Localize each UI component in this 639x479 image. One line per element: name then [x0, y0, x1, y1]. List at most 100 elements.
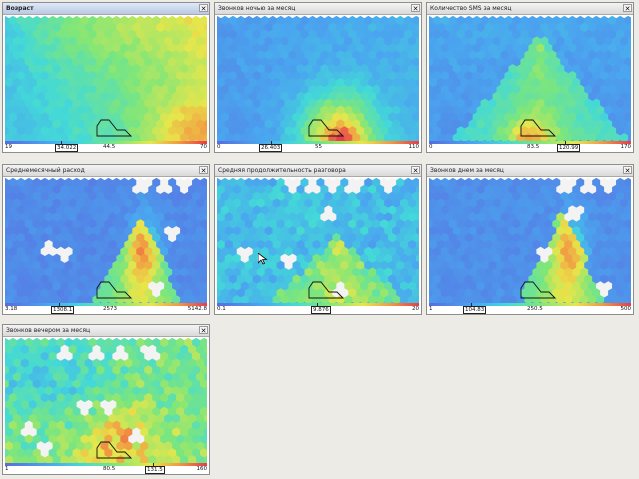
som-cell	[136, 71, 145, 81]
close-icon[interactable]: ✕	[199, 326, 208, 335]
som-cell	[188, 36, 197, 47]
som-cell	[572, 267, 581, 278]
panel-title[interactable]: Количество SMS за месяц	[427, 3, 633, 15]
som-cell	[352, 64, 361, 74]
heatmap-monthly-spend[interactable]	[5, 178, 207, 306]
som-cell	[572, 212, 581, 222]
som-cell	[140, 119, 149, 129]
som-cell	[384, 281, 393, 291]
som-cell	[244, 191, 254, 202]
som-cell	[236, 246, 246, 257]
close-icon[interactable]: ✕	[623, 4, 632, 13]
som-cell	[60, 184, 69, 195]
som-cell	[236, 98, 246, 109]
som-cell	[256, 105, 265, 116]
som-cell	[468, 119, 477, 129]
som-cell	[488, 84, 497, 95]
som-cell	[196, 344, 205, 355]
som-cell	[548, 64, 557, 74]
panel-avg-call-duration[interactable]: Средняя продолжительность разговора ✕ 0.…	[214, 164, 422, 315]
som-cell	[16, 29, 26, 40]
som-cell	[36, 253, 46, 264]
som-cell	[432, 57, 442, 67]
som-cell	[328, 91, 337, 102]
som-cell	[360, 50, 369, 60]
som-cell	[168, 420, 177, 431]
som-cell	[280, 91, 289, 102]
som-cell	[500, 253, 509, 264]
som-cell	[284, 112, 293, 122]
panel-sms[interactable]: Количество SMS за месяц ✕ 0 83.5 120.99 …	[426, 2, 634, 153]
som-cell	[16, 98, 26, 109]
panel-monthly-spend[interactable]: Среднемесячный расход ✕ 3.18 1308.1 2573…	[2, 164, 210, 315]
som-cell	[124, 253, 133, 264]
close-icon[interactable]: ✕	[411, 4, 420, 13]
close-icon[interactable]: ✕	[199, 4, 208, 13]
som-cell	[80, 98, 89, 109]
som-cell	[548, 22, 557, 33]
som-cell	[276, 288, 285, 298]
som-cell	[108, 198, 117, 209]
som-cell	[392, 105, 401, 116]
som-cell	[108, 372, 117, 382]
som-cell	[552, 98, 561, 109]
som-cell	[312, 239, 321, 250]
som-cell	[217, 105, 226, 116]
som-cell	[156, 133, 165, 143]
som-cell	[444, 77, 454, 88]
close-icon[interactable]: ✕	[623, 166, 632, 175]
som-cell	[116, 64, 125, 74]
som-cell	[368, 64, 377, 74]
som-cell	[128, 84, 137, 95]
som-cell	[12, 253, 22, 264]
som-cell	[172, 77, 181, 88]
panel-title[interactable]: Среднемесячный расход	[3, 165, 209, 177]
som-cell	[468, 226, 477, 236]
som-cell	[60, 119, 69, 129]
som-cell	[200, 112, 207, 122]
som-cell	[192, 233, 201, 243]
som-cell	[108, 267, 117, 278]
som-cell	[196, 77, 205, 88]
panel-title[interactable]: Звонков ночью за месяц	[215, 3, 421, 15]
heatmap-avg-call-duration[interactable]	[217, 178, 419, 306]
som-cell	[220, 274, 230, 284]
panel-night-calls[interactable]: Звонков ночью за месяц ✕ 0 26.403 55 110	[214, 2, 422, 153]
panel-title[interactable]: Средняя продолжительность разговора	[215, 165, 421, 177]
som-cell	[372, 126, 381, 136]
som-cell	[168, 406, 177, 417]
panel-title[interactable]: Возраст	[3, 3, 209, 15]
som-cell	[364, 84, 373, 95]
som-cell	[516, 133, 525, 143]
close-icon[interactable]: ✕	[199, 166, 208, 175]
heatmap-age[interactable]	[5, 16, 207, 144]
som-cell	[276, 57, 285, 67]
som-cell	[288, 105, 297, 116]
som-cell	[500, 267, 509, 278]
som-cell	[344, 198, 353, 209]
som-cell	[168, 57, 177, 67]
som-cell	[484, 198, 493, 209]
close-icon[interactable]: ✕	[411, 166, 420, 175]
som-cell	[464, 205, 473, 215]
heatmap-night-calls[interactable]	[217, 16, 419, 144]
panel-title[interactable]: Звонков днем за месяц	[427, 165, 633, 177]
som-cell	[372, 205, 381, 215]
som-cell	[504, 205, 513, 215]
heatmap-evening-calls[interactable]	[5, 338, 207, 466]
som-cell	[568, 71, 577, 81]
heatmap-day-calls[interactable]	[429, 178, 631, 306]
som-cell	[272, 36, 281, 47]
som-cell	[12, 455, 22, 465]
som-cell	[84, 253, 93, 264]
som-cell	[584, 205, 593, 215]
panel-age[interactable]: Возраст ✕ 19 34.022 44.5 70	[2, 2, 210, 153]
heatmap-sms[interactable]	[429, 16, 631, 144]
som-cell	[92, 372, 101, 382]
som-cell	[564, 105, 573, 116]
panel-day-calls[interactable]: Звонков днем за месяц ✕ 1 104.83 250.5 5…	[426, 164, 634, 315]
som-cell	[472, 191, 481, 202]
som-cell	[524, 36, 533, 47]
panel-title[interactable]: Звонков вечером за месяц	[3, 325, 209, 337]
panel-evening-calls[interactable]: Звонков вечером за месяц ✕ 1 80.5 131.5 …	[2, 324, 210, 475]
